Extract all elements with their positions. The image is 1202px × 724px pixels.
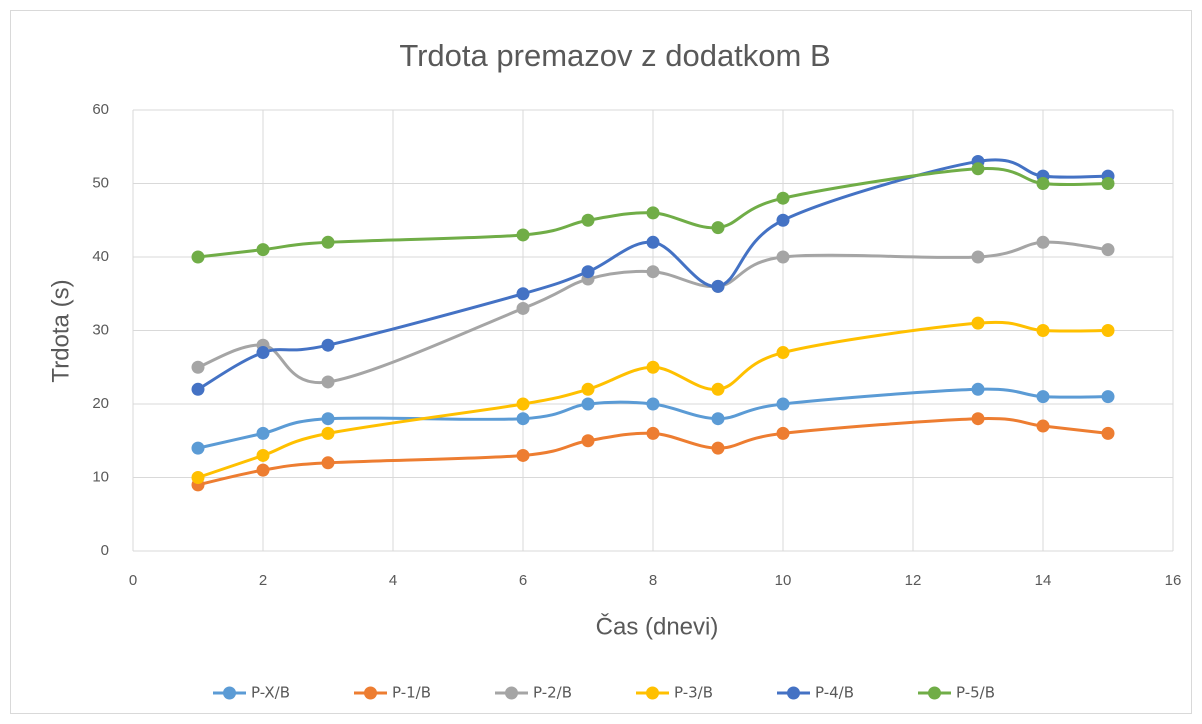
point [581, 382, 595, 396]
point [581, 434, 595, 448]
point [191, 471, 205, 484]
point [516, 412, 530, 426]
x-tick-label: 14 [1035, 572, 1052, 589]
legend-label: P-2/B [533, 684, 572, 702]
point [1101, 390, 1115, 404]
point [191, 250, 205, 264]
point [516, 287, 530, 301]
legend-label: P-5/B [956, 684, 995, 702]
point [1036, 419, 1050, 433]
point [711, 441, 725, 455]
legend-label: P-3/B [674, 684, 713, 702]
y-tick-label: 40 [92, 248, 109, 265]
x-tick-label: 10 [775, 572, 792, 589]
chart-border [10, 10, 1192, 714]
point [321, 235, 335, 249]
x-tick-label: 6 [519, 572, 527, 589]
point [776, 426, 790, 440]
point [646, 426, 660, 440]
point [516, 397, 530, 411]
point [1036, 324, 1050, 337]
legend-marker [646, 686, 659, 700]
y-axis-label: Trdota (s) [47, 279, 74, 382]
point [516, 228, 530, 242]
point [191, 382, 205, 396]
x-tick-label: 16 [1165, 572, 1182, 589]
point [776, 213, 790, 227]
point [1101, 243, 1115, 257]
point [321, 412, 335, 426]
point [711, 279, 725, 293]
point [256, 426, 270, 440]
point [1036, 177, 1050, 190]
point [646, 235, 660, 249]
point [711, 382, 725, 396]
point [776, 250, 790, 264]
point [971, 250, 985, 264]
point [971, 412, 985, 426]
point [646, 397, 660, 411]
x-tick-label: 8 [649, 572, 657, 589]
x-tick-label: 4 [389, 572, 397, 589]
point [1101, 324, 1115, 337]
chart-title: Trdota premazov z dodatkom B [399, 38, 830, 73]
legend-label: P-1/B [392, 684, 431, 702]
legend-marker [223, 686, 236, 700]
point [256, 346, 270, 360]
point [581, 265, 595, 279]
y-tick-label: 30 [92, 321, 109, 338]
point [581, 213, 595, 227]
point [321, 338, 335, 352]
point [646, 206, 660, 220]
point [711, 221, 725, 235]
y-tick-label: 60 [92, 101, 109, 118]
legend-label: P-X/B [251, 684, 290, 702]
x-tick-label: 2 [259, 572, 267, 589]
point [971, 316, 985, 330]
point [971, 162, 985, 176]
point [581, 397, 595, 411]
x-tick-label: 0 [129, 572, 137, 589]
legend-marker [787, 686, 800, 700]
point [321, 375, 335, 389]
point [646, 265, 660, 279]
point [256, 448, 270, 462]
point [776, 191, 790, 205]
point [1101, 177, 1115, 190]
point [1036, 235, 1050, 249]
point [1036, 390, 1050, 404]
y-tick-label: 20 [92, 395, 109, 412]
point [191, 360, 205, 374]
x-axis-label: Čas (dnevi) [596, 612, 719, 640]
point [776, 397, 790, 411]
y-tick-label: 50 [92, 174, 109, 191]
point [191, 441, 205, 455]
y-tick-label: 0 [101, 542, 109, 559]
legend-marker [505, 686, 518, 700]
point [321, 426, 335, 440]
legend-marker [928, 686, 941, 700]
legend-label: P-4/B [815, 684, 854, 702]
point [321, 456, 335, 470]
point [256, 243, 270, 257]
x-tick-label: 12 [905, 572, 922, 589]
point [516, 301, 530, 315]
point [776, 346, 790, 360]
legend-marker [364, 686, 377, 700]
point [646, 360, 660, 374]
point [1101, 426, 1115, 440]
point [256, 463, 270, 477]
point [971, 382, 985, 396]
point [516, 448, 530, 462]
y-tick-label: 10 [92, 468, 109, 485]
point [711, 412, 725, 426]
